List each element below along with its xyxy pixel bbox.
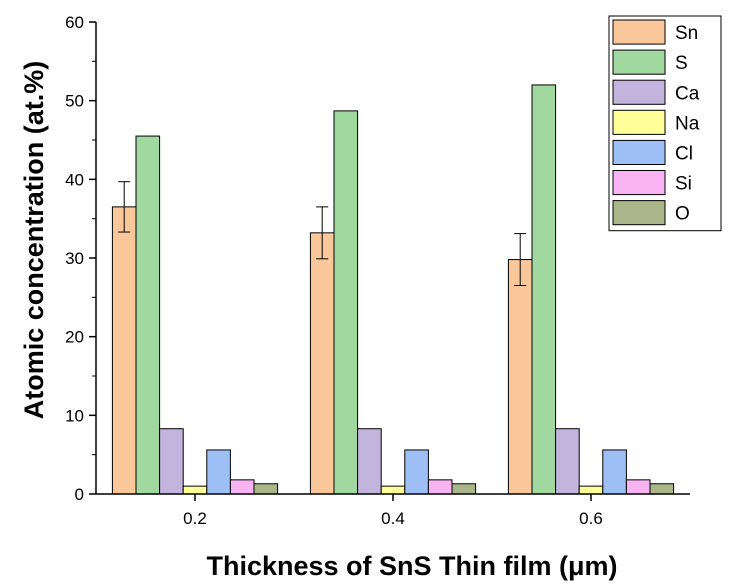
- legend-swatch-cl: [612, 139, 666, 165]
- bar-o-0.2: [253, 483, 279, 495]
- bar-na-0.4: [380, 485, 406, 495]
- legend-swatch-sn: [612, 19, 666, 45]
- legend-label-ca: Ca: [675, 83, 700, 104]
- y-tick-label-30: 30: [65, 249, 84, 268]
- legend-label-s: S: [675, 53, 688, 74]
- bar-si-0.6: [625, 479, 651, 495]
- legend-swatch-na: [612, 109, 666, 135]
- y-tick-label-60: 60: [65, 13, 84, 32]
- bar-cl-0.4: [404, 449, 429, 495]
- legend-swatch-si: [612, 170, 666, 196]
- legend-swatch-s: [612, 49, 666, 75]
- legend-swatch-o: [612, 200, 666, 226]
- bar-cl-0.2: [206, 449, 231, 495]
- y-tick-label-40: 40: [65, 170, 84, 189]
- y-tick-label-50: 50: [65, 92, 84, 111]
- bar-s-0.4: [333, 110, 359, 495]
- bar-ca-0.2: [159, 428, 184, 495]
- error-bars-group: [118, 181, 527, 287]
- legend-label-o: O: [675, 204, 690, 225]
- bar-cl-0.6: [602, 449, 627, 495]
- bar-sn-0.4: [309, 232, 335, 495]
- x-tick-label-0.2: 0.2: [183, 509, 207, 528]
- bar-si-0.2: [229, 479, 255, 495]
- legend-label-cl: Cl: [675, 144, 693, 165]
- bar-sn-0.6: [507, 259, 533, 495]
- bar-ca-0.6: [555, 428, 580, 495]
- bar-na-0.2: [182, 485, 208, 495]
- bar-sn-0.2: [111, 206, 137, 495]
- bar-s-0.6: [531, 84, 557, 495]
- legend-label-na: Na: [675, 113, 700, 134]
- x-tick-label-0.4: 0.4: [381, 509, 405, 528]
- x-tick-label-0.6: 0.6: [579, 509, 603, 528]
- legend-swatch-ca: [612, 79, 666, 105]
- y-tick-label-20: 20: [65, 328, 84, 347]
- bar-o-0.4: [451, 483, 477, 495]
- bars-group: [111, 84, 675, 495]
- x-axis-title: Thickness of SnS Thin film (μm): [206, 551, 617, 581]
- y-tick-label-10: 10: [65, 406, 84, 425]
- axes-group: 0.2 0.4 0.6 0 10 20 30 40 50 60: [65, 13, 690, 528]
- legend: Sn S Ca Na Cl Si O: [608, 15, 722, 232]
- bar-na-0.6: [578, 485, 604, 495]
- legend-label-si: Si: [675, 174, 692, 195]
- bar-s-0.2: [135, 135, 161, 495]
- bar-o-0.6: [649, 483, 675, 495]
- y-tick-label-0: 0: [75, 485, 84, 504]
- bar-si-0.4: [427, 479, 453, 495]
- bar-ca-0.4: [357, 428, 382, 495]
- y-axis-title: Atomic concentration (at.%): [19, 61, 49, 420]
- legend-label-sn: Sn: [675, 23, 698, 44]
